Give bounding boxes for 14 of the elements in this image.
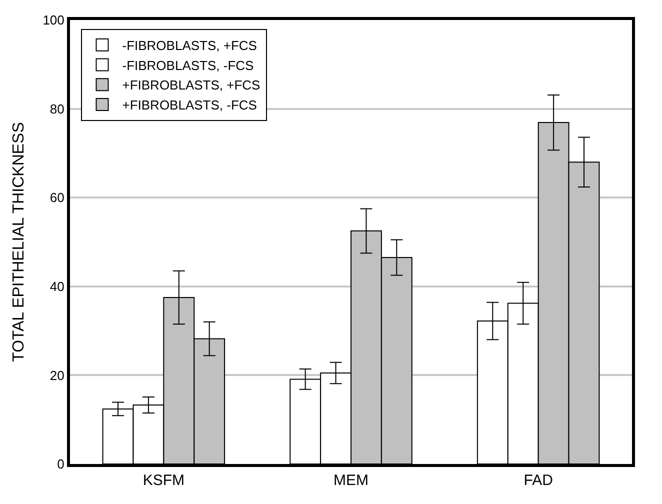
y-axis-title: TOTAL EPITHELIAL THICKNESS — [10, 122, 28, 362]
y-tick-label: 60 — [50, 190, 64, 206]
legend-label: -FIBROBLASTS, -FCS — [122, 58, 254, 73]
legend-label: -FIBROBLASTS, +FCS — [122, 38, 258, 53]
y-tick-label: 0 — [57, 456, 64, 472]
y-tick-label: 40 — [50, 278, 64, 294]
legend-label: +FIBROBLASTS, +FCS — [122, 78, 261, 93]
x-tick-label: KSFM — [142, 472, 185, 489]
legend-label: +FIBROBLASTS, -FCS — [122, 98, 258, 113]
y-tick-label: 80 — [50, 101, 64, 116]
y-tick-label: 20 — [50, 368, 64, 383]
x-tick-label: FAD — [524, 472, 554, 489]
x-tick-label: MEM — [334, 472, 368, 489]
y-tick-label: 100 — [42, 12, 64, 28]
